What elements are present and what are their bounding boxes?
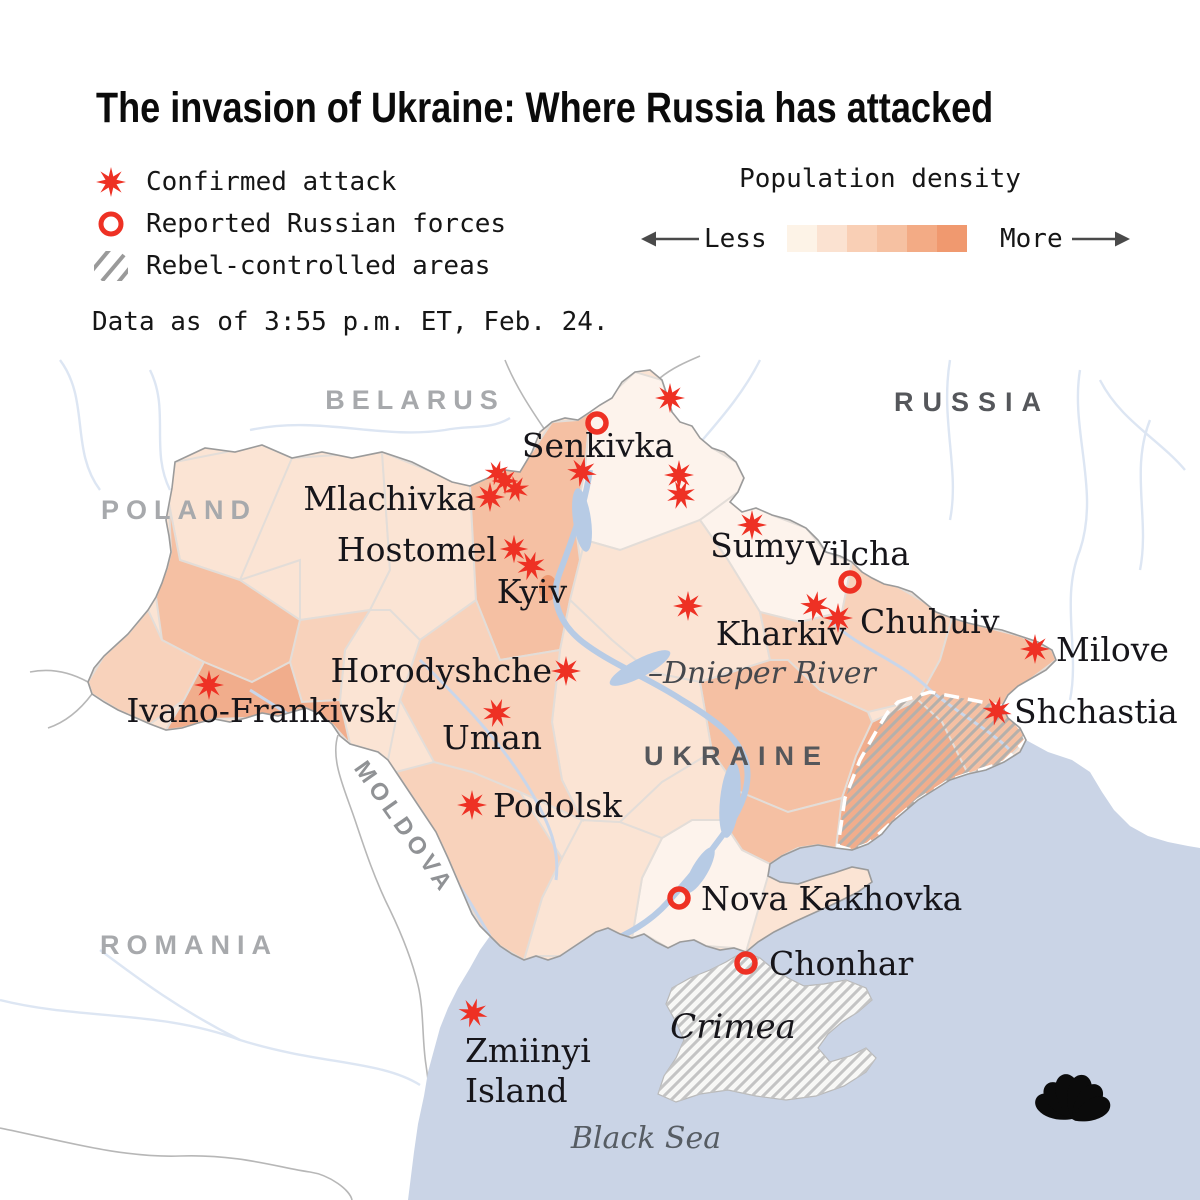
data-note: Data as of 3:55 p.m. ET, Feb. 24. bbox=[92, 307, 609, 337]
kyiv-city-patch bbox=[539, 575, 557, 601]
rebel-area-crimea bbox=[657, 951, 877, 1103]
density-swatch bbox=[907, 225, 937, 252]
map-markers bbox=[194, 383, 1050, 1032]
more-arrow-icon bbox=[1072, 230, 1130, 253]
russian-forces-circle-icon bbox=[92, 209, 130, 239]
attack-star-marker bbox=[673, 591, 703, 621]
attack-star-icon bbox=[92, 165, 130, 199]
attack-star-marker bbox=[655, 383, 685, 413]
nbc-peacock-logo bbox=[1035, 1074, 1111, 1122]
density-more-label: More bbox=[1000, 224, 1063, 254]
attack-star-marker bbox=[499, 534, 529, 564]
black-sea-area bbox=[408, 740, 1200, 1200]
density-less-label: Less bbox=[704, 224, 767, 254]
legend-row-confirmed-attack: Confirmed attack bbox=[92, 162, 396, 202]
density-legend-title: Population density bbox=[739, 164, 1021, 194]
legend-label: Confirmed attack bbox=[146, 167, 397, 197]
attack-star-marker bbox=[194, 670, 224, 700]
country-border-lines bbox=[0, 355, 701, 1200]
legend-row-russian-forces: Reported Russian forces bbox=[92, 204, 506, 244]
label-russia: RUSSIA bbox=[894, 387, 1050, 417]
density-swatch bbox=[787, 225, 817, 252]
dnieper-river-path bbox=[552, 469, 751, 939]
density-swatch bbox=[937, 225, 967, 252]
attack-star-marker bbox=[551, 656, 581, 686]
density-swatch bbox=[877, 225, 907, 252]
density-swatch bbox=[847, 225, 877, 252]
legend-label: Rebel-controlled areas bbox=[146, 251, 491, 281]
legend-label: Reported Russian forces bbox=[146, 209, 507, 239]
russian-forces-marker-chonhar bbox=[734, 951, 758, 975]
attack-star-marker bbox=[823, 603, 853, 633]
label-belarus: BELARUS bbox=[325, 385, 505, 415]
less-arrow-icon bbox=[641, 230, 699, 253]
attack-star-marker bbox=[737, 510, 767, 540]
rebel-hatch-icon bbox=[92, 251, 130, 281]
russian-forces-marker-senkivka bbox=[585, 411, 609, 435]
legend-row-rebel-areas: Rebel-controlled areas bbox=[92, 246, 490, 286]
oblast-shapes bbox=[88, 370, 1056, 960]
attack-star-marker bbox=[664, 460, 694, 490]
density-swatch-strip bbox=[787, 225, 967, 252]
attack-star-marker bbox=[475, 482, 505, 512]
label-shchastia: Shchastia bbox=[1014, 692, 1178, 731]
density-swatch bbox=[817, 225, 847, 252]
attack-star-marker bbox=[457, 790, 487, 820]
russian-forces-marker-vilcha bbox=[838, 570, 862, 594]
attack-star-marker bbox=[1020, 634, 1050, 664]
page-title: The invasion of Ukraine: Where Russia ha… bbox=[96, 84, 994, 132]
ukraine-outline bbox=[87, 369, 1057, 961]
russian-forces-marker-nova-kakhovka bbox=[667, 886, 691, 910]
label-romania: ROMANIA bbox=[100, 930, 278, 960]
